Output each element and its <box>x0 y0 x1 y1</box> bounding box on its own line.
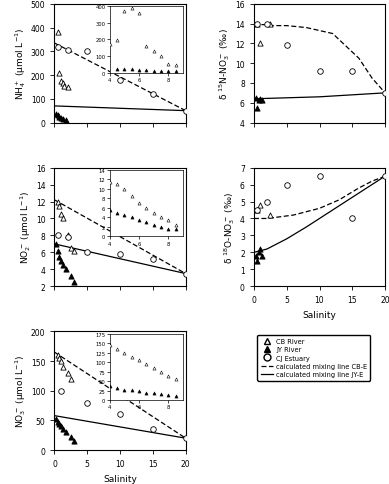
Point <box>259 97 265 105</box>
Point <box>61 83 67 91</box>
Point <box>68 245 74 253</box>
Point <box>316 173 322 181</box>
Point <box>84 249 90 257</box>
Point <box>58 78 64 86</box>
Point <box>56 202 62 210</box>
Point <box>254 207 260 214</box>
Point <box>65 234 71 242</box>
Point <box>254 21 260 29</box>
Point <box>63 428 69 436</box>
Point <box>150 256 156 263</box>
Point <box>54 44 61 51</box>
Point <box>256 249 262 257</box>
Point <box>58 257 64 265</box>
Legend: CB River, JY River, CJ Estuary, calculated mixing line CB-E, calculated mixing l: CB River, JY River, CJ Estuary, calculat… <box>257 335 370 381</box>
X-axis label: Salinity: Salinity <box>103 474 137 483</box>
Y-axis label: δ $^{15}$N-NO$_3^-$ (‰): δ $^{15}$N-NO$_3^-$ (‰) <box>217 28 233 100</box>
Point <box>56 253 62 261</box>
Point <box>316 68 322 76</box>
Point <box>253 95 259 103</box>
Point <box>54 351 61 359</box>
Point <box>54 112 61 120</box>
Point <box>264 21 270 29</box>
Point <box>256 97 262 105</box>
Point <box>58 387 64 395</box>
Point <box>60 80 66 88</box>
Point <box>71 279 77 287</box>
Point <box>54 198 61 206</box>
Point <box>53 111 60 119</box>
Point <box>56 113 62 121</box>
Point <box>117 77 123 85</box>
Point <box>60 116 66 123</box>
Point <box>56 354 62 362</box>
Point <box>267 212 273 220</box>
Point <box>284 182 290 189</box>
Point <box>259 252 265 260</box>
Point <box>253 252 259 260</box>
Point <box>254 257 260 265</box>
Point <box>63 117 69 125</box>
Point <box>60 425 66 433</box>
Point <box>117 411 123 419</box>
Point <box>84 48 90 56</box>
Point <box>258 245 264 253</box>
Point <box>54 247 61 255</box>
Point <box>254 105 260 112</box>
Point <box>60 363 66 371</box>
Point <box>68 375 74 383</box>
Point <box>63 266 69 273</box>
Point <box>349 215 356 223</box>
Point <box>58 423 64 430</box>
Point <box>258 41 264 48</box>
Point <box>150 91 156 99</box>
Point <box>254 21 260 29</box>
Point <box>258 202 264 210</box>
Point <box>182 107 189 115</box>
Point <box>150 425 156 433</box>
Point <box>54 418 61 425</box>
Y-axis label: δ $^{18}$O-NO$_3^-$ (‰): δ $^{18}$O-NO$_3^-$ (‰) <box>223 192 237 263</box>
Point <box>60 262 66 270</box>
Point <box>267 21 273 29</box>
Point <box>284 43 290 50</box>
Point <box>68 272 74 280</box>
X-axis label: Salinity: Salinity <box>303 310 336 319</box>
Point <box>182 270 189 278</box>
Point <box>58 211 64 219</box>
Point <box>53 241 60 248</box>
Point <box>65 84 71 91</box>
Point <box>56 70 62 77</box>
Point <box>56 420 62 428</box>
Point <box>54 30 61 37</box>
Y-axis label: NO$_2^-$ (μmol L$^{-1}$): NO$_2^-$ (μmol L$^{-1}$) <box>18 191 33 264</box>
Point <box>65 47 71 55</box>
Point <box>58 357 64 365</box>
Point <box>382 173 388 181</box>
Y-axis label: NH$_4^+$ (μmol L$^{-1}$): NH$_4^+$ (μmol L$^{-1}$) <box>13 28 28 100</box>
Point <box>68 433 74 441</box>
Point <box>117 251 123 258</box>
Point <box>182 435 189 442</box>
Point <box>53 415 60 423</box>
Point <box>382 90 388 98</box>
Point <box>264 198 270 206</box>
Point <box>54 232 61 240</box>
Point <box>58 115 64 122</box>
Point <box>84 399 90 407</box>
Point <box>254 207 260 214</box>
Point <box>60 215 66 223</box>
Point <box>71 438 77 445</box>
Point <box>65 232 71 240</box>
Point <box>258 96 264 104</box>
Y-axis label: NO$_3^-$ (μmol L$^{-1}$): NO$_3^-$ (μmol L$^{-1}$) <box>13 354 28 427</box>
Point <box>349 68 356 76</box>
Point <box>71 247 77 255</box>
Point <box>65 369 71 377</box>
